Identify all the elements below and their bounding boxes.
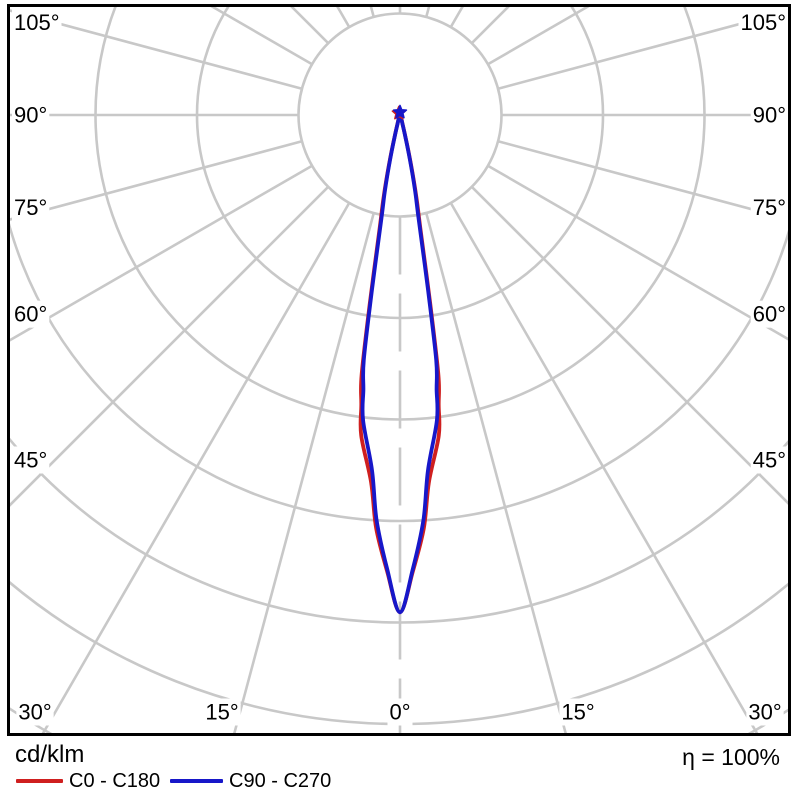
legend-label-c90-c270: C90 - C270: [229, 770, 332, 792]
legend-item-c90-c270: C90 - C270: [170, 769, 331, 793]
grid-radial-line: [232, 212, 375, 735]
angle-label-bg: [203, 698, 241, 726]
grid-radial-line: [470, 185, 790, 507]
grid-radial-line: [369, 5, 375, 18]
angle-label: 15°: [205, 700, 238, 725]
angle-label-bg: [750, 193, 788, 221]
grid-radial-line: [497, 140, 790, 221]
grid-radial-line: [8, 185, 330, 509]
angle-label: 0°: [389, 700, 410, 725]
grid-radial-line: [425, 5, 431, 18]
peak-star-marker-c90: [392, 104, 408, 119]
angle-label: 15°: [561, 700, 594, 725]
grid-radial-line: [487, 164, 790, 342]
grid-ring: [8, 5, 790, 523]
angle-label: 45°: [753, 448, 786, 473]
grid-radial-line: [497, 9, 790, 90]
legend-swatch-c90-c270: [170, 779, 223, 783]
angle-label: 75°: [14, 195, 47, 220]
curve-c90-c270: [360, 113, 440, 615]
grid-radial-line: [449, 202, 760, 735]
angle-label-bg: [16, 698, 54, 726]
grid-ring: [94, 5, 706, 421]
angle-label-bg: [387, 698, 413, 726]
angle-label-bg: [12, 300, 50, 328]
angle-label-bg: [750, 446, 788, 474]
angle-label-bg: [12, 193, 50, 221]
angle-label: 90°: [14, 103, 47, 128]
plot-border: [7, 4, 791, 736]
grid-radial-line: [8, 140, 303, 222]
legend-label-c0-c180: C0 - C180: [69, 770, 161, 792]
angle-label: 30°: [748, 700, 781, 725]
angle-label-bg: [559, 698, 597, 726]
polar-intensity-chart: 105° 105° 90° 90° 75° 75° 60° 60° 45° 45° 30° 15° 0°…: [7, 4, 791, 736]
angle-label-bg: [12, 101, 50, 129]
grid-radial-line: [40, 202, 351, 735]
angle-label-bg: [746, 698, 784, 726]
angle-label-bg: [12, 9, 62, 37]
grid-radial-line: [8, 8, 303, 90]
angle-label: 60°: [753, 302, 786, 327]
angle-label: 45°: [14, 448, 47, 473]
angle-labels: 105° 105° 90° 90° 75° 75° 60° 60° 45° 45° 30° 15° 0°…: [12, 9, 788, 726]
legend-item-c0-c180: C0 - C180: [16, 769, 160, 793]
angle-label-bg: [750, 101, 788, 129]
angle-label: 60°: [14, 302, 47, 327]
legend-swatch-c0-c180: [16, 779, 63, 783]
grid-radial-line: [8, 164, 313, 343]
angle-label: 105°: [740, 10, 786, 35]
legend-unit-label: cd/klm: [15, 741, 85, 768]
angle-label: 30°: [18, 700, 51, 725]
angle-label: 75°: [753, 195, 786, 220]
grid-radial-line: [425, 212, 568, 735]
angle-label: 90°: [753, 103, 786, 128]
angle-label-bg: [12, 446, 50, 474]
angle-label-bg: [750, 300, 788, 328]
angle-label-bg: [738, 9, 788, 37]
angle-label: 105°: [14, 10, 60, 35]
efficiency-value: η = 100%: [682, 744, 780, 770]
